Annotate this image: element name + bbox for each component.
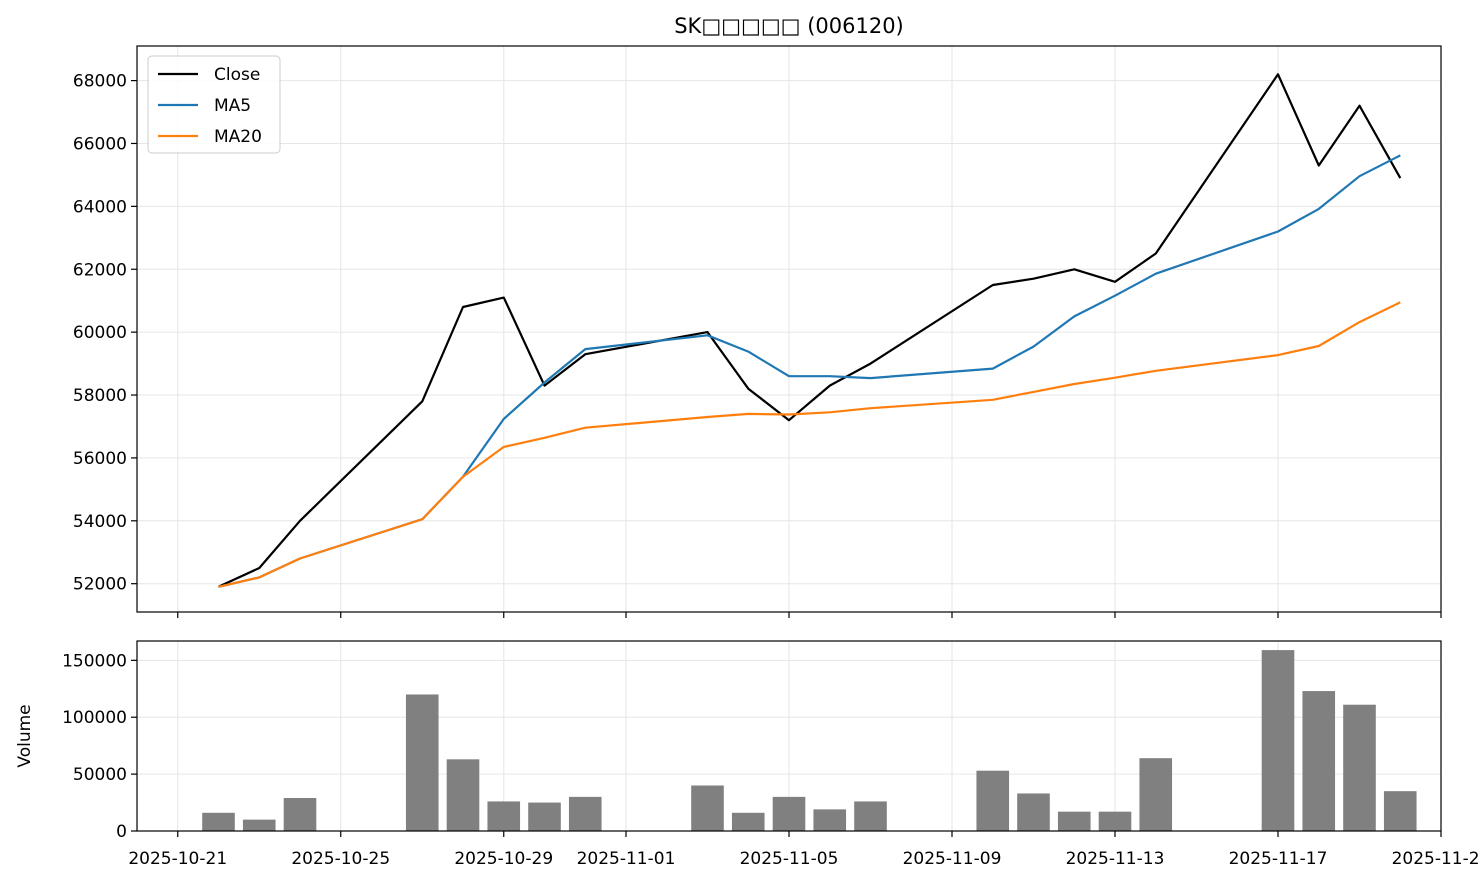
volume-bar	[283, 798, 317, 831]
x-tick-label: 2025-11-01	[577, 849, 676, 869]
legend: Close MA5 MA20	[147, 55, 281, 154]
y-tick-label: 60000	[73, 323, 127, 343]
volume-bar	[528, 802, 561, 831]
y-tick-label: 64000	[73, 197, 127, 217]
volume-axis-label: Volume	[15, 704, 35, 767]
volume-bar	[1261, 650, 1295, 831]
y-tick-label: 58000	[73, 386, 127, 406]
x-tick-label: 2025-11-21	[1392, 849, 1481, 869]
chart-title: SK□□□□□ (006120)	[674, 14, 904, 38]
volume-bar	[242, 819, 276, 831]
legend-label: MA5	[214, 96, 251, 116]
volume-bar	[1383, 791, 1417, 831]
volume-bar	[772, 796, 806, 831]
y-tick-label: 62000	[73, 260, 127, 280]
y-tick-label: 66000	[73, 134, 127, 154]
volume-bar	[487, 801, 521, 831]
x-tick-label: 2025-11-05	[740, 849, 839, 869]
x-tick-label: 2025-10-29	[454, 849, 553, 869]
legend-box	[147, 55, 281, 154]
y-tick-label: 150000	[62, 651, 127, 671]
x-tick-label: 2025-11-13	[1066, 849, 1165, 869]
legend-label: Close	[214, 65, 260, 85]
volume-bar	[1057, 811, 1091, 831]
y-tick-label: 56000	[73, 449, 127, 469]
volume-bar	[202, 812, 235, 831]
volume-bar	[1017, 793, 1050, 831]
volume-bar	[1302, 691, 1336, 831]
volume-bar	[1343, 704, 1376, 831]
y-tick-label: 54000	[73, 512, 127, 532]
volume-bar	[976, 770, 1010, 831]
x-tick-label: 2025-11-17	[1229, 849, 1328, 869]
price-axes: 52000 54000 56000 58000 60000 62000 64000 66000…	[73, 72, 1442, 618]
volume-bar	[1098, 811, 1132, 831]
y-tick-label: 100000	[62, 708, 127, 728]
y-tick-label: 0	[116, 822, 127, 842]
volume-bar	[568, 796, 602, 831]
x-tick-label: 2025-10-25	[291, 849, 390, 869]
x-tick-label: 2025-10-21	[128, 849, 227, 869]
volume-bar	[854, 801, 887, 831]
y-tick-label: 52000	[73, 575, 127, 595]
y-tick-label: 50000	[73, 765, 127, 785]
volume-bar	[405, 694, 439, 831]
volume-bar	[691, 785, 724, 831]
volume-bar	[446, 759, 480, 831]
volume-bars	[202, 650, 1417, 831]
volume-axes: 2025-10-21 2025-10-25 2025-10-29 2025-11-01…	[62, 651, 1481, 869]
legend-label: MA20	[214, 127, 262, 147]
series-line-close	[218, 73, 1402, 588]
volume-bar	[1139, 758, 1173, 831]
x-tick-label: 2025-11-09	[903, 849, 1002, 869]
price-lines	[218, 73, 1402, 588]
volume-bar	[731, 812, 765, 831]
y-tick-label: 68000	[73, 72, 127, 92]
series-line-ma20	[218, 301, 1401, 588]
volume-bar	[813, 809, 847, 831]
